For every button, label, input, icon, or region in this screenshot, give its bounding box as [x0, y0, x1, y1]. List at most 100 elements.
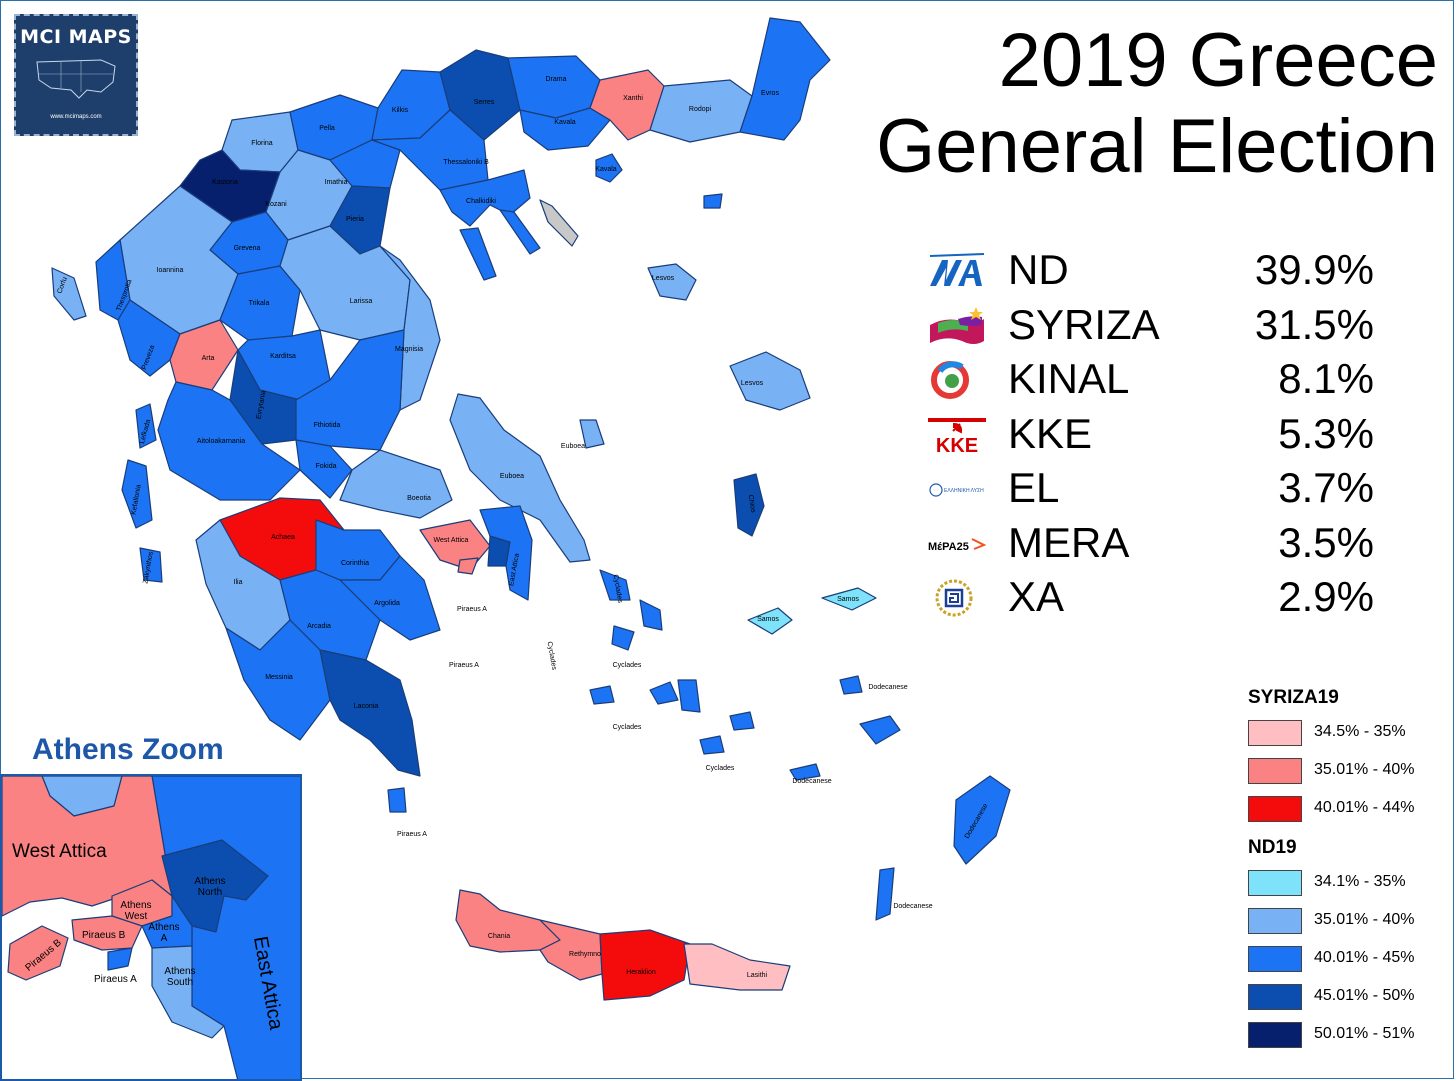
legend-swatch — [1248, 720, 1302, 746]
legend-label: 35.01% - 40% — [1314, 911, 1415, 928]
legend-label: 34.1% - 35% — [1314, 873, 1406, 890]
region-lesvos-north — [647, 263, 697, 301]
athens-zoom-map — [2, 776, 300, 1079]
map-label-laconia: Laconia — [354, 703, 379, 710]
map-label-cyclades-v2: Cyclades — [612, 574, 624, 604]
legend-swatch — [1248, 908, 1302, 934]
region-cyclades-3 — [611, 625, 635, 651]
legend-label: 40.01% - 44% — [1314, 799, 1415, 816]
map-label-messinia: Messinia — [265, 674, 293, 681]
party-pct: 8.1% — [1278, 355, 1374, 402]
map-label-evros: Evros — [761, 90, 779, 97]
map-label-euboea: Euboea — [500, 473, 524, 480]
inset-label-athens-north: Athens North — [194, 876, 226, 898]
map-label-dodecanese-2: Dodecanese — [792, 778, 831, 785]
party-name: KINAL — [1008, 355, 1130, 402]
map-label-corinthia: Corinthia — [341, 560, 369, 567]
map-label-piraeus-a1: Piraeus A — [457, 606, 487, 613]
map-label-achaea: Achaea — [271, 534, 295, 541]
region-kythira — [387, 787, 407, 813]
region-cyclades-1 — [599, 569, 631, 601]
xa-logo-icon — [935, 579, 973, 617]
inset-athens-south — [151, 945, 225, 1039]
inset-piraeus-a — [107, 947, 133, 971]
inset-label-piraeus-a: Piraeus A — [94, 974, 137, 985]
inset-label-athens-west: Athens West — [120, 900, 152, 922]
page-title: 2019 Greece General Election — [876, 18, 1438, 190]
region-salamina — [457, 557, 479, 575]
title-line-2: General Election — [876, 104, 1438, 189]
map-label-pella: Pella — [319, 125, 335, 132]
map-label-ilia: Ilia — [234, 579, 243, 586]
map-label-kavala: Kavala — [554, 119, 576, 126]
mera-logo-icon: ΜέΡΑ25 — [928, 537, 986, 553]
map-label-florina: Florina — [251, 140, 273, 147]
athens-zoom-title: Athens Zoom — [32, 733, 224, 766]
party-name: KKE — [1008, 409, 1093, 457]
party-pct: 39.9% — [1254, 246, 1374, 293]
legend-item: 40.01% - 44% — [1248, 796, 1448, 834]
athens-zoom-inset: West Attica Athens North Athens West Ath… — [0, 774, 302, 1081]
map-label-arta: Arta — [202, 355, 215, 362]
legend-swatch — [1248, 796, 1302, 822]
region-heraklion — [599, 929, 691, 1001]
party-row-el: ΕΛΛΗΝΙΚΗ ΛΥΣΗ EL 3.7% — [928, 462, 1388, 517]
region-thessaloniki-b — [371, 109, 489, 191]
map-label-ioannina: Ioannina — [157, 267, 184, 274]
legend-label: 50.01% - 51% — [1314, 1025, 1415, 1042]
legend-item: 40.01% - 45% — [1248, 946, 1448, 984]
region-samos-2 — [821, 587, 877, 611]
region-skyros — [579, 419, 605, 449]
map-label-karditsa: Karditsa — [270, 353, 296, 360]
inset-label-piraeus-b: Piraeus B — [82, 930, 126, 941]
map-label-evrytania: Evrytania — [256, 390, 268, 420]
party-row-syriza: SYRIZA 31.5% — [928, 299, 1388, 354]
kke-logo-text: KKE — [936, 435, 978, 456]
legend-title-syriza: SYRIZA19 — [1248, 687, 1339, 708]
inset-salamina — [7, 925, 69, 981]
map-label-drama: Drama — [545, 76, 566, 83]
legend-item: 45.01% - 50% — [1248, 984, 1448, 1022]
map-label-cyclades-v: Cyclades — [546, 641, 558, 671]
map-label-piraeus-a3: Piraeus A — [397, 831, 427, 838]
map-label-fokida: Fokida — [315, 463, 336, 470]
region-thasos — [595, 153, 623, 183]
region-boeotia — [339, 449, 453, 519]
region-kos — [789, 763, 821, 781]
legend-item: 35.01% - 40% — [1248, 758, 1448, 796]
logo-title: MCI MAPS — [20, 26, 132, 48]
party-row-nd: ND 39.9% — [928, 244, 1388, 299]
map-label-fthiotida: Fthiotida — [314, 422, 341, 429]
region-cyclades-6 — [589, 685, 615, 705]
kke-logo-icon: KKE — [928, 417, 986, 456]
map-label-kilkis: Kilkis — [392, 107, 409, 114]
legend-swatch — [1248, 984, 1302, 1010]
mci-maps-logo: MCI MAPS www.mcimaps.com — [14, 14, 138, 136]
map-label-cyclades-1: Cyclades — [613, 662, 642, 669]
party-name: ND — [1008, 246, 1069, 293]
party-pct: 31.5% — [1254, 300, 1374, 348]
map-label-dodecanese-3: Dodecanese — [893, 903, 932, 910]
party-name: XA — [1008, 573, 1065, 620]
inset-label-athens-south: Athens South — [164, 966, 196, 988]
map-label-samos-1: Samos — [757, 616, 779, 623]
map-label-magnisia: Magnisia — [395, 346, 423, 353]
map-label-grevena: Grevena — [234, 245, 261, 252]
map-label-chalkidiki: Chalkidiki — [466, 198, 496, 205]
region-cyclades-4 — [649, 681, 679, 705]
region-euboea — [449, 393, 591, 563]
region-larissa — [279, 225, 411, 341]
region-laconia — [319, 649, 421, 777]
region-xanthi — [589, 69, 665, 141]
party-pct: 3.5% — [1278, 518, 1374, 566]
legend-label: 34.5% - 35% — [1314, 723, 1406, 740]
el-logo-text: ΕΛΛΗΝΙΚΗ ΛΥΣΗ — [944, 488, 984, 494]
party-name: EL — [1008, 464, 1060, 511]
region-cyclades-5 — [677, 679, 701, 713]
region-magnisia — [379, 245, 441, 411]
party-name: SYRIZA — [1008, 300, 1160, 348]
region-lasithi — [683, 943, 791, 991]
region-argolida — [339, 555, 441, 641]
